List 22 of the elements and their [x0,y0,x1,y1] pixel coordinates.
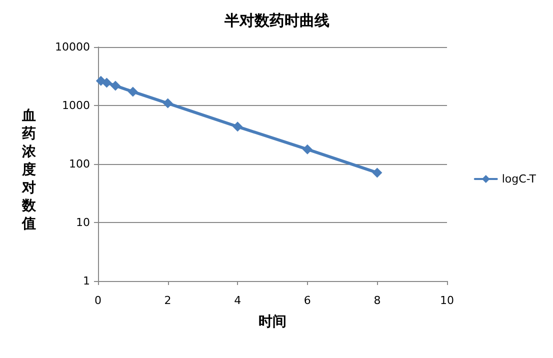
y-tick-label: 1 [83,274,90,288]
point [232,122,243,132]
y-tick-label: 10000 [55,40,90,54]
chart-title: 半对数药时曲线 [224,12,330,30]
x-tick-label: 8 [374,294,381,307]
y-tick-label: 100 [69,158,90,170]
point [128,86,138,97]
x-tick-label: 2 [164,294,172,307]
point [162,98,173,108]
point [110,80,120,91]
y-tick-label: 1000 [62,99,90,112]
point [302,144,312,154]
x-tick-label: 4 [234,294,242,307]
point [102,78,112,88]
x-tick-label: 10 [440,294,454,307]
x-tick-label: 6 [304,294,311,307]
x-tick-label: 0 [94,294,102,307]
x-axis-title: 时间 [258,314,286,330]
point [372,168,382,178]
y-axis-title: 血药浓度对数值 [21,107,37,231]
y-tick-label: 10 [76,216,90,229]
legend-label: logC-T [502,172,536,186]
